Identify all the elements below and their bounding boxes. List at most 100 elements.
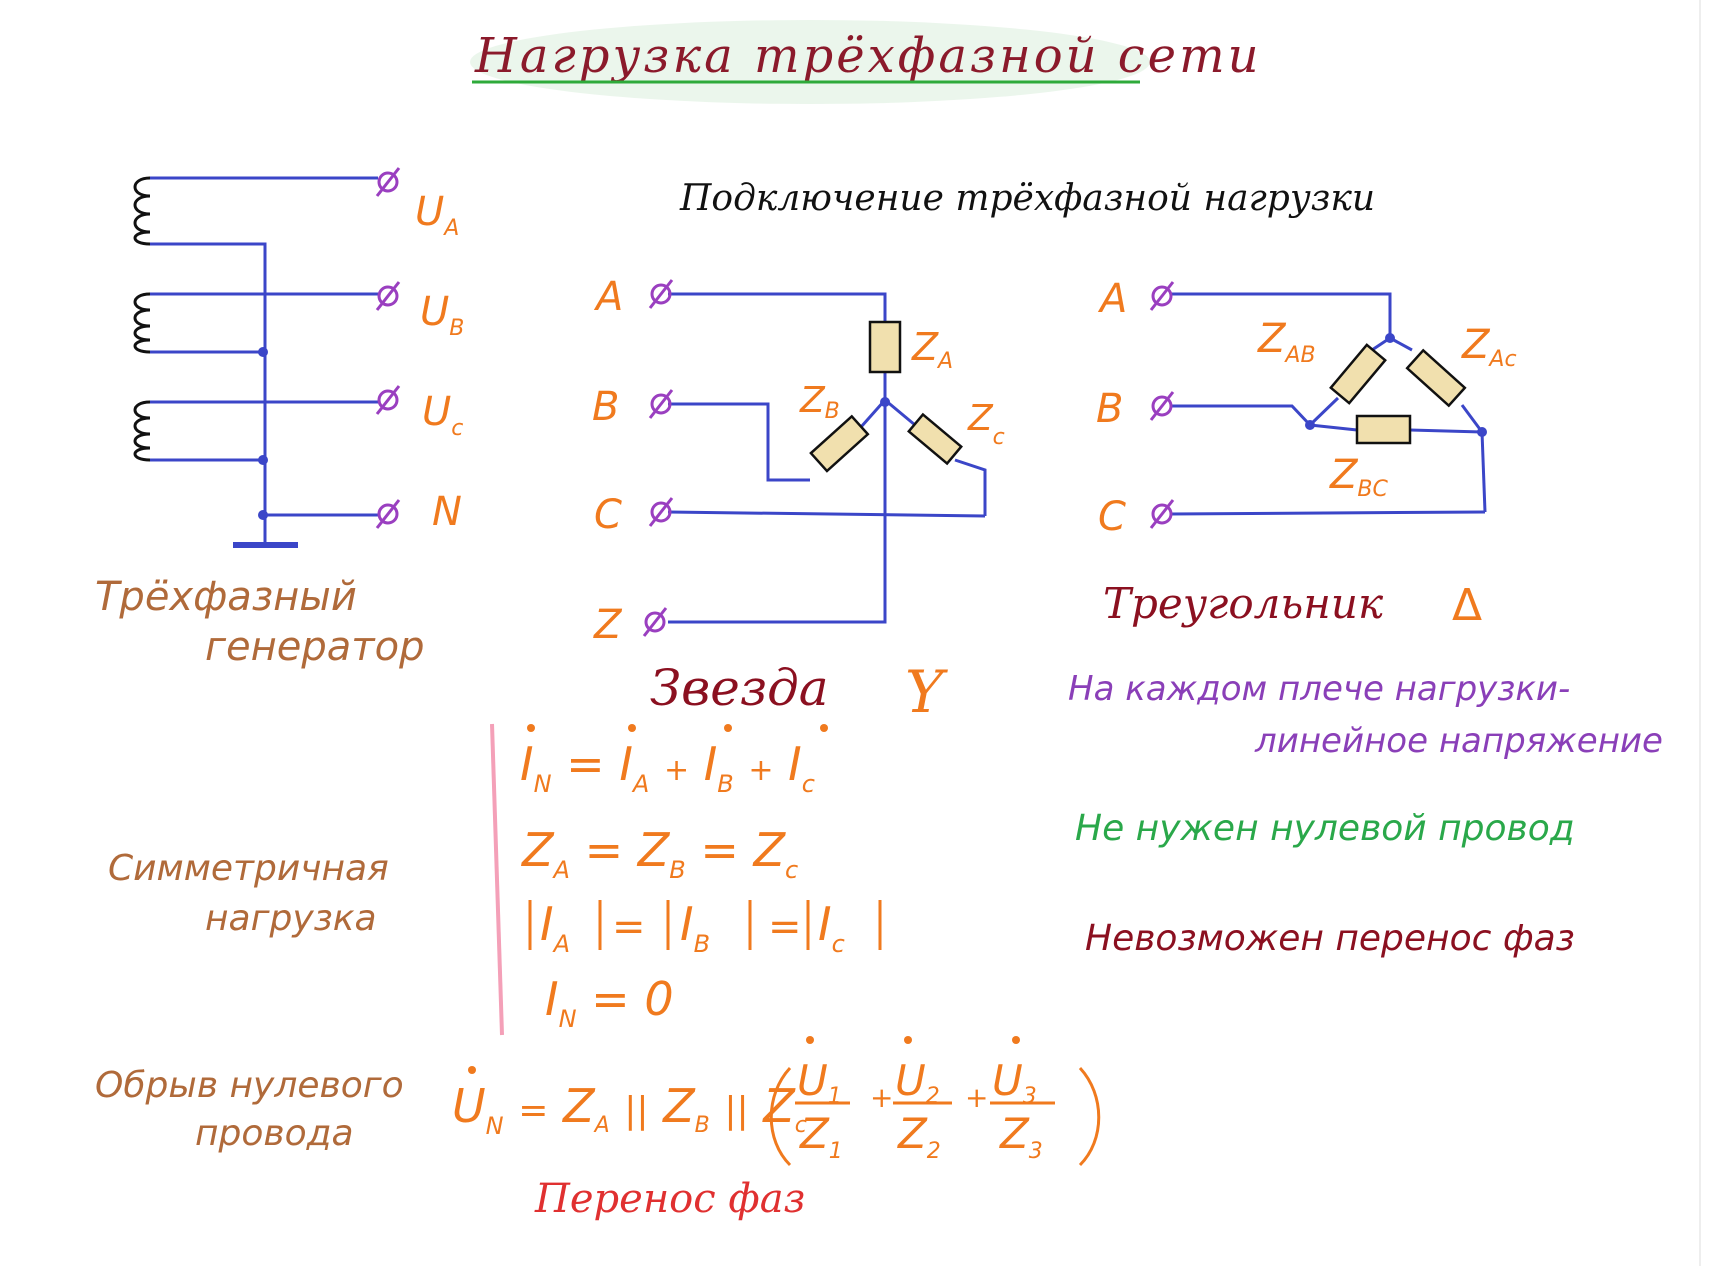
- terminal-icon: [375, 385, 401, 415]
- delta-terminal-b: B: [1096, 386, 1123, 432]
- svg-text:IA: IA: [540, 897, 570, 958]
- formula-zero-neutral: IN = 0: [545, 972, 674, 1038]
- note-no-neutral: Не нужен нулевой провод: [1075, 808, 1575, 849]
- label-zbc: ZBC: [1329, 452, 1388, 502]
- formula-neutral-current: IN = IA + IB + Ic: [520, 737, 815, 803]
- terminal-ub: UB: [420, 289, 464, 341]
- terminal-icon: [1149, 391, 1175, 421]
- generator-label-line1: Трёхфазный: [95, 574, 357, 620]
- fraction-1: U1 Z1: [795, 1056, 850, 1164]
- delta-symbol: Δ: [1452, 580, 1482, 631]
- terminal-icon: [1149, 281, 1175, 311]
- svg-text:UN = ZA ||: UN = ZA || ZB || Zc: [452, 1079, 807, 1145]
- terminal-icon: [375, 281, 401, 311]
- label-zab: ZAB: [1257, 316, 1316, 368]
- star-terminal-a: A: [593, 274, 623, 320]
- phase-shift-note: Перенос фаз: [534, 1176, 805, 1222]
- label-zc: Zc: [967, 398, 1005, 450]
- star-terminal-z: Z: [593, 602, 623, 648]
- svg-text:Z1: Z1: [799, 1109, 843, 1164]
- star-terminal-c: C: [594, 492, 622, 538]
- fraction-3: U3 Z3: [990, 1056, 1055, 1164]
- formula-equal-currents: IA = IB = Ic: [528, 897, 882, 958]
- svg-text:U3: U3: [992, 1056, 1037, 1109]
- note-no-phase-shift: Невозможен перенос фаз: [1085, 918, 1575, 959]
- delta-impedance-labels: ZAB ZAc ZBC: [1257, 316, 1517, 502]
- svg-text:Ic: Ic: [818, 897, 845, 958]
- terminal-n: N: [432, 489, 462, 535]
- coil-a: [133, 176, 151, 246]
- formula-dots: [468, 724, 1020, 1074]
- formula-equal-impedance: ZA = ZB = Zc: [520, 823, 798, 889]
- svg-text:Z2: Z2: [897, 1109, 941, 1164]
- subtitle: Подключение трёхфазной нагрузки: [679, 178, 1375, 219]
- left-paren: [769, 1066, 792, 1167]
- symmetric-label: Симметричная нагрузка: [108, 848, 389, 939]
- star-terminal-b: B: [592, 384, 619, 430]
- delta-terminals: [1149, 281, 1175, 529]
- delta-resistors: [1329, 343, 1467, 445]
- terminal-icon: [648, 389, 674, 419]
- svg-text:U2: U2: [895, 1056, 940, 1109]
- label-zac: ZAc: [1461, 322, 1517, 372]
- formulas: IN = IA + IB + Ic ZA = ZB = Zc: [468, 724, 1020, 1074]
- star-symbol: Y: [905, 658, 948, 726]
- svg-text:IB: IB: [680, 897, 710, 958]
- formula-neutral-voltage: UN = ZA || ZB || Zc U1 Z1 + U2 Z2 + U3 Z…: [452, 1056, 1101, 1167]
- svg-text:провода: провода: [195, 1113, 354, 1154]
- generator-nodes: [258, 347, 268, 520]
- star-resistors: [809, 320, 963, 473]
- resistor-zb: [809, 414, 870, 473]
- resistor-zac: [1405, 348, 1467, 408]
- resistor-zc: [907, 412, 963, 466]
- terminal-uc: Uc: [422, 389, 463, 441]
- star-diagram: A B C Z ZA ZB Zc Звезда Y: [592, 274, 1005, 726]
- terminal-icon: [648, 497, 674, 527]
- delta-wires: [1169, 292, 1487, 516]
- svg-text:U1: U1: [797, 1056, 842, 1109]
- generator-wires: [150, 176, 378, 545]
- resistor-zab: [1329, 343, 1387, 405]
- delta-terminal-c: C: [1098, 494, 1126, 540]
- svg-text:+: +: [870, 1081, 893, 1114]
- right-paren: [1078, 1066, 1101, 1167]
- generator-diagram: UA UB Uc N Трёхфазный генератор: [95, 167, 464, 670]
- note-line-voltage-2: линейное напряжение: [1254, 721, 1663, 761]
- generator-terminal-labels: UA UB Uc N: [415, 189, 464, 535]
- terminal-ua: UA: [415, 189, 459, 241]
- label-zb: ZB: [799, 380, 840, 424]
- terminal-icon: [642, 607, 668, 637]
- delta-terminal-labels: A B C: [1096, 276, 1127, 540]
- star-label: Звезда: [650, 659, 829, 717]
- star-node: [880, 397, 890, 407]
- terminal-icon: [1149, 499, 1175, 529]
- board-edge: [1700, 0, 1716, 1266]
- generator-label: Трёхфазный генератор: [95, 574, 424, 670]
- label-za: ZA: [911, 325, 953, 374]
- coil-c: [133, 400, 151, 462]
- svg-text:=: =: [768, 904, 802, 950]
- note-line-voltage-1: На каждом плече нагрузки-: [1068, 669, 1570, 709]
- delta-notes: На каждом плече нагрузки- линейное напря…: [1068, 669, 1663, 959]
- title-block: Нагрузка трёхфазной сети: [470, 20, 1262, 104]
- resistor-zbc: [1355, 414, 1412, 445]
- svg-text:нагрузка: нагрузка: [205, 898, 377, 939]
- delta-nodes: [1305, 333, 1487, 437]
- svg-text:Обрыв нулевого: Обрыв нулевого: [95, 1065, 404, 1106]
- generator-label-line2: генератор: [205, 624, 424, 670]
- star-terminal-labels: A B C Z: [592, 274, 623, 648]
- star-impedance-labels: ZA ZB Zc: [799, 325, 1005, 450]
- page-title: Нагрузка трёхфазной сети: [474, 28, 1262, 84]
- star-terminals: [642, 279, 674, 637]
- terminal-icon: [648, 279, 674, 309]
- delta-diagram: A B C ZAB ZAc ZBC Треугольник Δ: [1096, 276, 1517, 631]
- generator-coils: [133, 176, 151, 462]
- delta-terminal-a: A: [1097, 276, 1127, 322]
- break-label: Обрыв нулевого провода: [95, 1065, 404, 1154]
- svg-text:Z3: Z3: [999, 1109, 1043, 1164]
- generator-terminals: [375, 167, 401, 529]
- svg-text:=: =: [612, 904, 646, 950]
- coil-b: [133, 292, 151, 354]
- svg-text:+: +: [965, 1081, 988, 1114]
- delta-label: Треугольник: [1103, 579, 1384, 628]
